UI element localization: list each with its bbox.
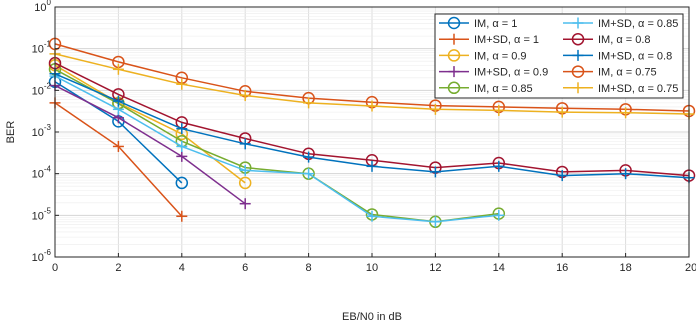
data-point — [571, 32, 585, 46]
data-point — [620, 168, 632, 180]
data-point — [366, 160, 378, 172]
x-tick-label: 2 — [115, 262, 121, 274]
legend-label: IM+SD, α = 0.9 — [474, 67, 548, 79]
data-point — [448, 66, 460, 78]
legend-label: IM+SD, α = 0.75 — [598, 83, 678, 95]
y-tick-label: 10-3 — [32, 123, 52, 139]
data-point — [429, 103, 441, 115]
x-tick-label: 12 — [429, 262, 441, 274]
x-tick-label: 4 — [179, 262, 185, 274]
x-tick-label: 20 — [685, 262, 696, 274]
legend: IM, α = 1 IM+SD, α = 1 IM, α = 0.9 IM+SD, α… — [434, 13, 684, 99]
legend-item: IM, α = 0.9 — [439, 49, 527, 62]
data-point — [571, 65, 585, 78]
data-point — [112, 95, 124, 107]
data-point — [238, 176, 252, 190]
legend-label: IM, α = 0.75 — [598, 67, 657, 79]
x-tick-label: 0 — [52, 262, 58, 274]
legend-item: IM+SD, α = 0.9 — [439, 66, 548, 79]
series-line — [54, 62, 690, 177]
x-axis-label: EB/N0 in dB — [342, 311, 402, 323]
legend-item: IM+SD, α = 0.85 — [563, 17, 678, 30]
legend-item: IM, α = 1 — [439, 16, 517, 30]
data-point — [239, 138, 251, 150]
data-point — [572, 49, 584, 61]
data-point — [176, 78, 188, 90]
data-point — [572, 17, 584, 29]
data-point — [572, 82, 584, 94]
x-tick-label: 18 — [619, 262, 631, 274]
data-point — [176, 210, 188, 222]
y-tick-label: 10-4 — [32, 165, 52, 181]
data-point — [366, 100, 378, 112]
legend-label: IM+SD, α = 1 — [474, 34, 539, 46]
data-point — [556, 170, 568, 182]
legend-box — [434, 13, 684, 99]
data-point — [366, 210, 378, 222]
y-tick-label: 10-2 — [32, 81, 52, 97]
x-tick-label: 16 — [556, 262, 568, 274]
data-point — [447, 16, 461, 30]
data-point — [175, 176, 189, 190]
tick-labels: 0 2 4 6 8 10 12 14 16 18 20 100 10-1 10-2 10-3 10-4 10-5… — [32, 0, 696, 274]
data-point — [447, 81, 461, 95]
data-point — [176, 123, 188, 135]
data-point — [176, 150, 188, 162]
data-point — [112, 63, 124, 75]
data-point — [556, 106, 568, 118]
legend-item: IM+SD, α = 0.75 — [563, 82, 678, 95]
data-point — [493, 104, 505, 116]
series-line — [54, 84, 246, 205]
x-tick-label: 8 — [306, 262, 312, 274]
data-point — [620, 107, 632, 119]
legend-item: IM, α = 0.75 — [563, 65, 657, 79]
data-point — [303, 151, 315, 163]
y-tick-label: 10-1 — [32, 40, 52, 56]
legend-label: IM+SD, α = 0.8 — [598, 50, 672, 62]
legend-item: IM, α = 0.85 — [439, 81, 533, 95]
series-line — [54, 75, 499, 223]
legend-label: IM+SD, α = 0.85 — [598, 18, 678, 30]
data-point — [176, 140, 188, 152]
x-tick-label: 6 — [242, 262, 248, 274]
y-tick-label: 10-5 — [32, 206, 52, 222]
series-group — [48, 37, 696, 229]
legend-item: IM, α = 0.8 — [563, 32, 651, 46]
data-point — [303, 97, 315, 109]
data-point — [493, 209, 505, 221]
legend-label: IM, α = 0.9 — [474, 50, 527, 62]
legend-item: IM+SD, α = 1 — [439, 33, 539, 46]
data-point — [429, 166, 441, 178]
data-point — [447, 49, 461, 62]
data-point — [112, 140, 124, 152]
legend-item: IM+SD, α = 0.8 — [563, 49, 672, 62]
legend-label: IM, α = 0.85 — [474, 83, 533, 95]
y-tick-label: 100 — [34, 0, 51, 14]
y-axis-label: BER — [5, 121, 17, 144]
x-tick-label: 14 — [493, 262, 505, 274]
data-point — [239, 90, 251, 102]
data-point — [429, 216, 441, 228]
data-point — [448, 33, 460, 45]
data-point — [239, 164, 251, 176]
legend-label: IM, α = 1 — [474, 18, 517, 30]
data-point — [239, 198, 251, 210]
legend-label: IM, α = 0.8 — [598, 34, 651, 46]
data-point — [303, 168, 315, 180]
x-tick-label: 10 — [366, 262, 378, 274]
data-point — [493, 160, 505, 172]
y-tick-label: 10-6 — [32, 248, 52, 264]
